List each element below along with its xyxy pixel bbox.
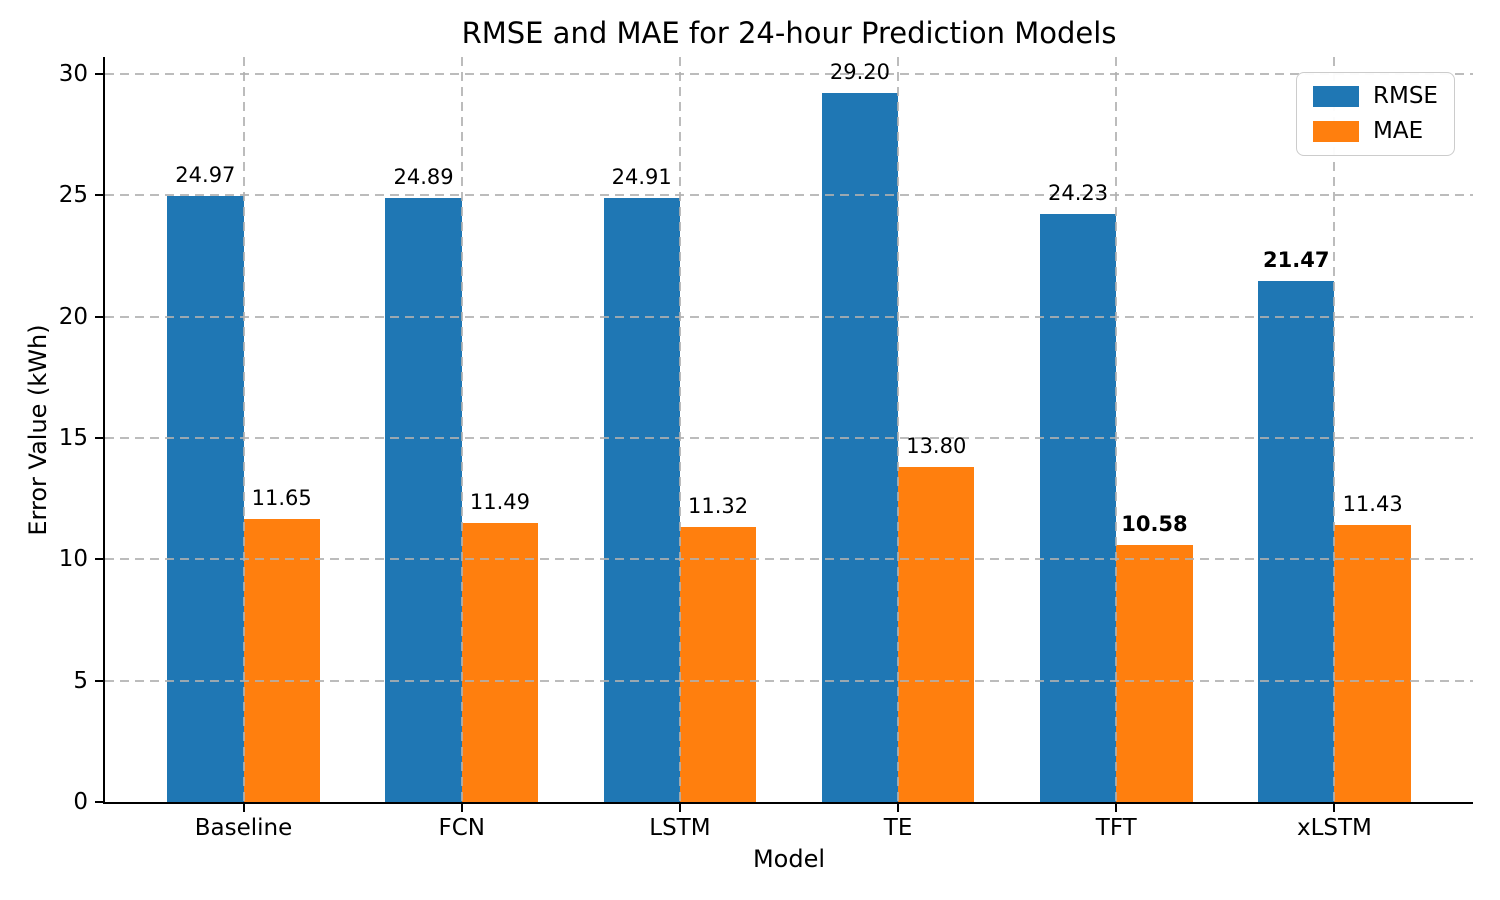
- y-tick-label-5: 5: [73, 667, 88, 694]
- y-tick-15: [95, 436, 103, 439]
- bar-mae-tft: [1116, 545, 1193, 802]
- x-tick-lstm: [678, 804, 681, 812]
- x-tick-xlstm: [1333, 804, 1336, 812]
- x-tick-te: [897, 804, 900, 812]
- bar-label-rmse-lstm: 24.91: [611, 164, 672, 189]
- chart-title: RMSE and MAE for 24-hour Prediction Mode…: [461, 16, 1117, 50]
- y-tick-20: [95, 315, 103, 318]
- rmse-color-swatch-icon: [1313, 86, 1359, 107]
- bar-mae-xlstm: [1334, 524, 1411, 802]
- gridline-v-lstm: [678, 57, 681, 802]
- bar-rmse-lstm: [603, 197, 680, 802]
- bar-rmse-te: [821, 93, 899, 802]
- bar-label-mae-fcn: 11.49: [469, 490, 530, 515]
- x-axis-label: Model: [752, 845, 826, 873]
- y-tick-label-30: 30: [58, 60, 88, 87]
- legend-item-rmse: RMSE: [1313, 85, 1438, 108]
- x-tick-fcn: [460, 804, 463, 812]
- gridline-v-te: [897, 57, 900, 802]
- bar-label-rmse-xlstm: 21.47: [1263, 247, 1330, 272]
- x-tick-label-lstm: LSTM: [649, 815, 711, 841]
- y-tick-label-20: 20: [58, 303, 88, 330]
- gridline-h-20: [105, 315, 1473, 318]
- bar-rmse-fcn: [385, 197, 462, 802]
- gridline-h-25: [105, 194, 1473, 197]
- gridline-v-tft: [1115, 57, 1118, 802]
- bar-mae-baseline: [243, 519, 320, 802]
- bar-rmse-tft: [1039, 214, 1117, 802]
- gridline-h-15: [105, 436, 1473, 439]
- legend-label-rmse: RMSE: [1373, 83, 1438, 109]
- y-tick-0: [95, 801, 103, 803]
- legend: RMSE MAE: [1296, 72, 1455, 156]
- legend-label-mae: MAE: [1373, 118, 1424, 144]
- y-tick-30: [95, 72, 103, 75]
- bar-label-mae-te: 13.80: [906, 434, 967, 459]
- gridline-v-baseline: [242, 57, 245, 802]
- bar-label-mae-tft: 10.58: [1121, 512, 1188, 537]
- y-tick-25: [95, 194, 103, 197]
- gridline-h-5: [105, 679, 1473, 682]
- bar-rmse-xlstm: [1258, 280, 1335, 802]
- y-tick-label-15: 15: [58, 424, 88, 451]
- y-tick-label-25: 25: [58, 182, 88, 209]
- bar-mae-fcn: [461, 523, 539, 802]
- x-axis-spine: [103, 802, 1473, 804]
- gridline-v-xlstm: [1333, 57, 1336, 802]
- bar-label-mae-lstm: 11.32: [688, 494, 749, 519]
- x-tick-label-xlstm: xLSTM: [1296, 815, 1372, 841]
- bar-label-rmse-fcn: 24.89: [393, 164, 454, 189]
- y-tick-10: [95, 558, 103, 561]
- bar-label-rmse-baseline: 24.97: [175, 163, 236, 188]
- gridline-h-10: [105, 558, 1473, 561]
- legend-item-mae: MAE: [1313, 120, 1438, 143]
- bar-label-rmse-tft: 24.23: [1048, 181, 1109, 205]
- x-tick-tft: [1115, 804, 1118, 812]
- gridline-h-30: [105, 72, 1473, 75]
- bar-label-mae-xlstm: 11.43: [1342, 491, 1403, 516]
- bar-label-mae-baseline: 11.65: [251, 486, 312, 511]
- y-tick-5: [95, 679, 103, 682]
- bar-rmse-baseline: [167, 196, 244, 802]
- x-tick-label-te: TE: [883, 815, 913, 841]
- bar-mae-lstm: [679, 527, 757, 802]
- x-tick-label-fcn: FCN: [438, 815, 485, 841]
- mae-color-swatch-icon: [1313, 121, 1359, 142]
- bar-mae-te: [898, 467, 975, 802]
- bar-label-rmse-te: 29.20: [829, 60, 890, 85]
- y-axis-spine: [103, 57, 105, 804]
- x-tick-label-tft: TFT: [1095, 815, 1137, 841]
- x-tick-baseline: [242, 804, 245, 812]
- y-tick-label-0: 0: [73, 789, 88, 815]
- y-tick-label-10: 10: [58, 546, 88, 573]
- gridline-v-fcn: [460, 57, 463, 802]
- x-tick-label-baseline: Baseline: [194, 815, 293, 841]
